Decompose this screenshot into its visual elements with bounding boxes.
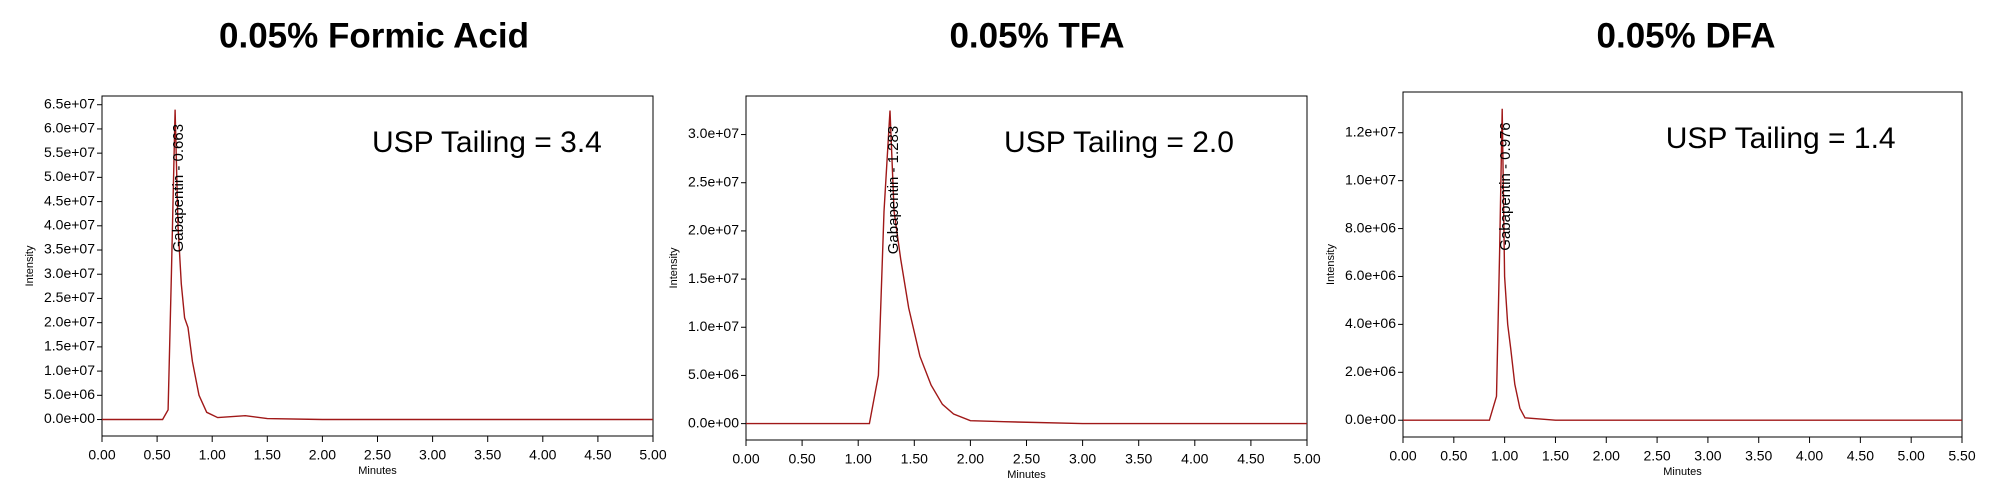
x-tick-label: 2.00: [309, 447, 336, 463]
y-axis-label: Intensity: [24, 245, 36, 286]
chromatogram-line: [746, 110, 1307, 425]
y-tick-label: 5.0e+06: [44, 386, 95, 402]
x-tick-label: 5.50: [1948, 448, 1975, 464]
y-tick-label: 4.0e+06: [1345, 315, 1396, 331]
y-axis-label: Intensity: [668, 247, 680, 288]
y-tick-label: 2.0e+07: [688, 222, 739, 238]
x-tick-label: 3.50: [474, 447, 501, 463]
chart-title: 0.05% DFA: [1597, 16, 1776, 55]
y-tick-label: 6.0e+07: [44, 120, 95, 136]
y-tick-label: 1.5e+07: [688, 270, 739, 286]
x-tick-label: 2.50: [1013, 451, 1040, 467]
y-tick-label: 3.0e+07: [44, 265, 95, 281]
x-tick-label: 3.00: [1069, 451, 1096, 467]
peak-label: Gabapentin - 1.283: [885, 126, 902, 254]
chart-title: 0.05% Formic Acid: [219, 16, 529, 55]
y-tick-label: 1.5e+07: [44, 338, 95, 354]
y-tick-label: 2.5e+07: [688, 173, 739, 189]
x-tick-label: 2.00: [1593, 448, 1620, 464]
x-tick-label: 4.50: [584, 447, 611, 463]
chart-panel: 0.05% TFA 0.0e+00 5.0e+06 1.0e+07 1.5e+07 2.0…: [668, 16, 1321, 481]
chart-panel: 0.05% DFA 0.0e+00 2.0e+06 4.0e+06 6.0e+06 8.0…: [1325, 16, 1976, 478]
x-tick-label: 1.50: [254, 447, 281, 463]
annotation: USP Tailing = 3.4: [372, 126, 602, 159]
x-tick-label: 1.50: [1542, 448, 1569, 464]
x-tick-label: 2.50: [364, 447, 391, 463]
y-tick-label: 2.0e+07: [44, 313, 95, 329]
y-tick-label: 5.5e+07: [44, 144, 95, 160]
y-tick-label: 3.5e+07: [44, 241, 95, 257]
x-tick-label: 0.50: [143, 447, 170, 463]
chart-title: 0.05% TFA: [949, 16, 1124, 55]
y-tick-label: 6.5e+07: [44, 95, 95, 111]
y-tick-label: 1.0e+07: [1345, 171, 1396, 187]
x-tick-label: 2.50: [1643, 448, 1670, 464]
x-tick-label: 0.50: [1440, 448, 1467, 464]
chart-panel: 0.05% Formic Acid 0.0e+00 5.0e+06 1.0e+07 1.…: [24, 16, 667, 477]
y-tick-label: 1.0e+07: [688, 318, 739, 334]
y-axis-label: Intensity: [1325, 244, 1337, 285]
plot-frame: [1402, 91, 1963, 438]
x-tick-label: 0.00: [1389, 448, 1416, 464]
y-tick-label: 5.0e+07: [44, 168, 95, 184]
y-tick-label: 2.5e+07: [44, 289, 95, 305]
y-tick-label: 2.0e+06: [1345, 363, 1396, 379]
x-tick-label: 4.50: [1237, 451, 1264, 467]
y-tick-label: 6.0e+06: [1345, 267, 1396, 283]
x-tick-label: 3.00: [1694, 448, 1721, 464]
y-tick-label: 8.0e+06: [1345, 219, 1396, 235]
x-tick-label: 0.50: [788, 451, 815, 467]
y-tick-label: 1.2e+07: [1345, 123, 1396, 139]
peak-label: Gabapentin - 0.663: [170, 124, 187, 252]
x-tick-label: 1.00: [845, 451, 872, 467]
x-tick-label: 1.00: [1491, 448, 1518, 464]
chromatogram-line: [102, 109, 653, 421]
x-tick-label: 3.00: [419, 447, 446, 463]
x-tick-label: 4.00: [529, 447, 556, 463]
x-tick-label: 5.00: [1293, 451, 1320, 467]
annotation: USP Tailing = 1.4: [1666, 122, 1896, 155]
x-tick-label: 0.00: [88, 447, 115, 463]
x-tick-label: 3.50: [1745, 448, 1772, 464]
y-tick-label: 0.0e+00: [44, 410, 95, 426]
x-axis-label: Minutes: [1007, 469, 1046, 481]
x-tick-label: 0.00: [732, 451, 759, 467]
y-tick-label: 4.5e+07: [44, 192, 95, 208]
x-tick-label: 4.00: [1796, 448, 1823, 464]
y-tick-label: 0.0e+00: [1345, 411, 1396, 427]
x-tick-label: 3.50: [1125, 451, 1152, 467]
x-axis-label: Minutes: [358, 465, 397, 477]
y-tick-label: 3.0e+07: [688, 125, 739, 141]
chromatogram-line: [1403, 108, 1962, 421]
x-tick-label: 1.00: [199, 447, 226, 463]
x-tick-label: 5.00: [639, 447, 666, 463]
y-tick-label: 1.0e+07: [44, 362, 95, 378]
x-tick-label: 1.50: [901, 451, 928, 467]
x-tick-label: 4.00: [1181, 451, 1208, 467]
peak-label: Gabapentin - 0.976: [1497, 122, 1514, 250]
y-tick-label: 0.0e+00: [688, 414, 739, 430]
x-axis-label: Minutes: [1663, 466, 1702, 478]
x-tick-label: 4.50: [1847, 448, 1874, 464]
x-tick-label: 2.00: [957, 451, 984, 467]
annotation: USP Tailing = 2.0: [1004, 126, 1234, 159]
y-tick-label: 5.0e+06: [688, 366, 739, 382]
y-tick-label: 4.0e+07: [44, 217, 95, 233]
x-tick-label: 5.00: [1898, 448, 1925, 464]
